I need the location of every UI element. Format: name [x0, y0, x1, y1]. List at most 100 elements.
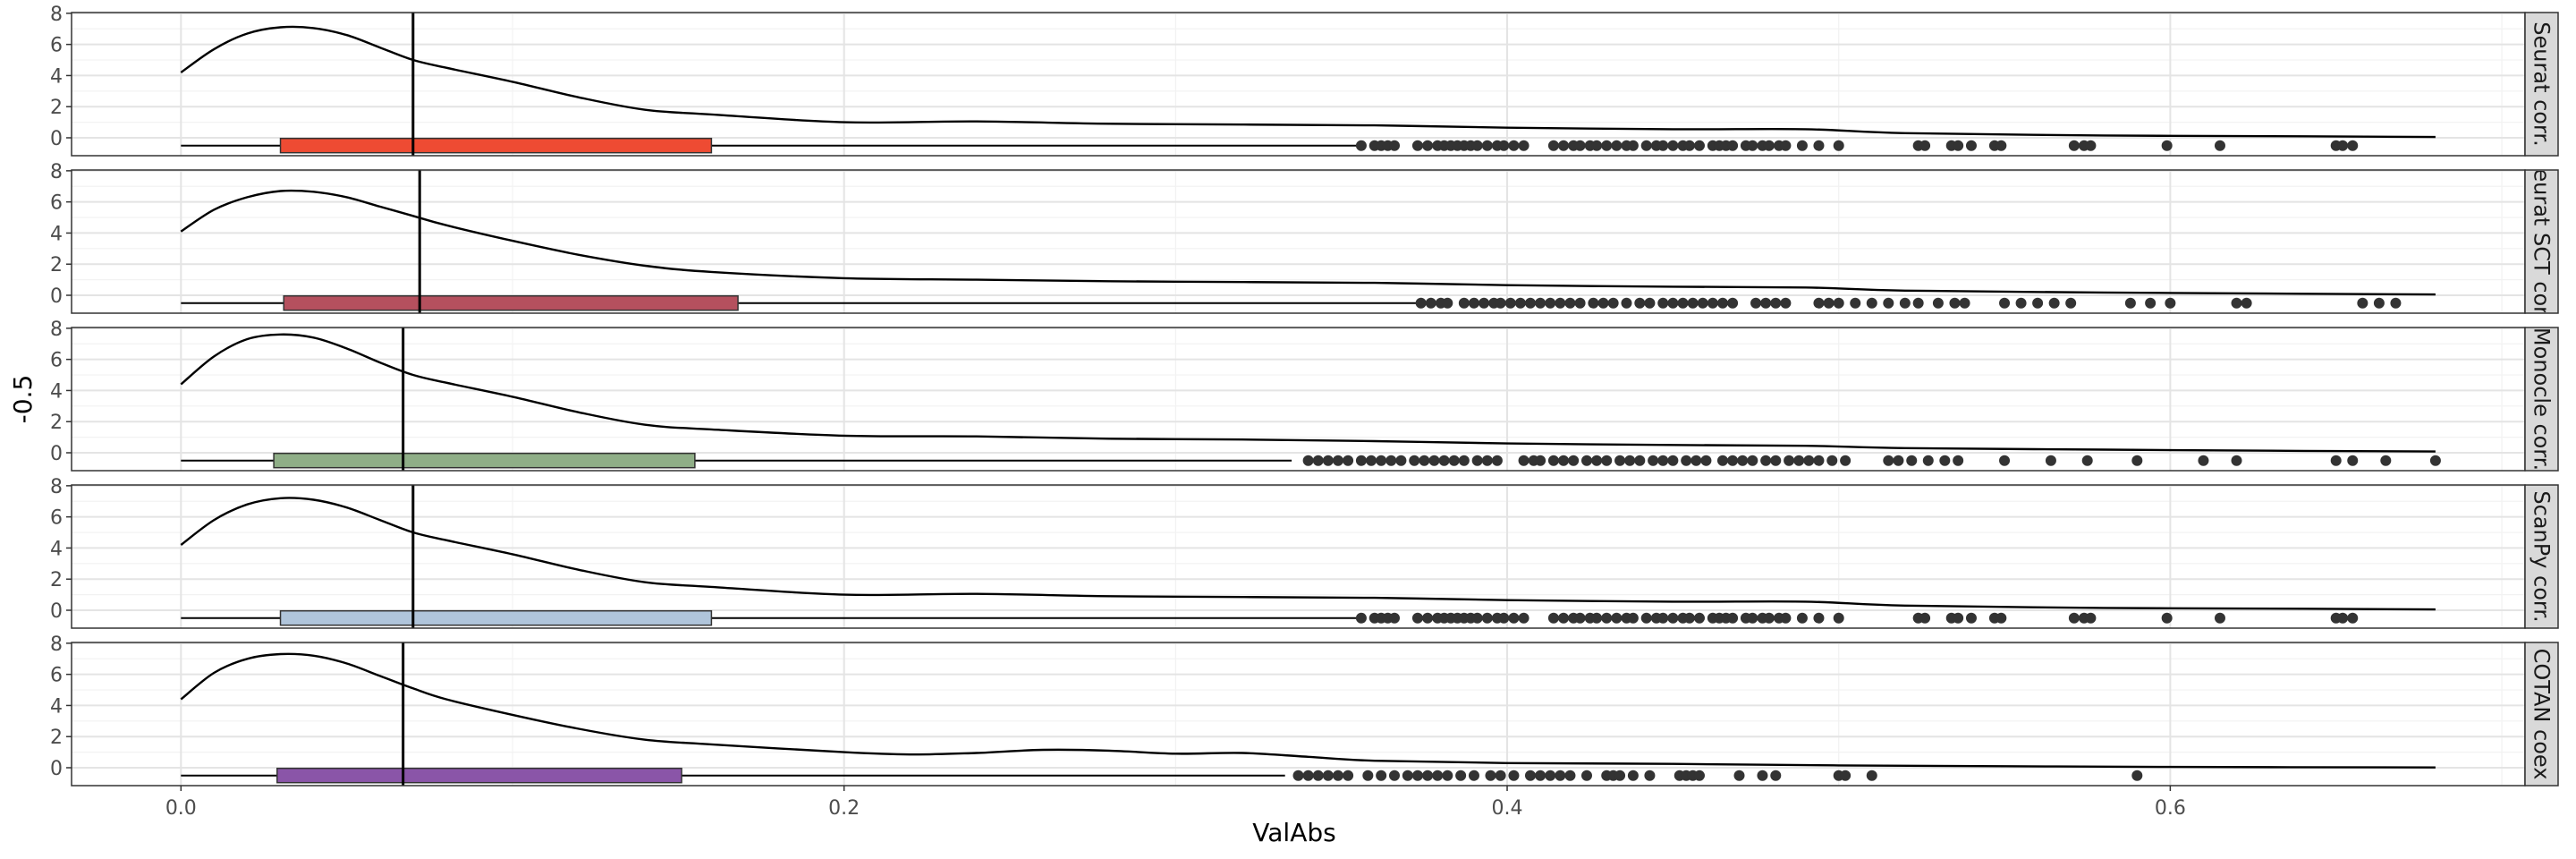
outlier-point: [1312, 770, 1324, 781]
outlier-point: [1707, 297, 1718, 309]
outlier-point: [1425, 297, 1436, 309]
outlier-point: [1694, 770, 1706, 781]
outlier-point: [1614, 770, 1626, 781]
outlier-point: [2015, 297, 2027, 309]
outlier-point: [1518, 455, 1530, 466]
facet-panel: 0 2 4 6 8 Monocle corr.: [50, 319, 2559, 472]
outlier-point: [1545, 297, 1556, 309]
outlier-point: [1939, 455, 1951, 466]
strip-label-clip: ScanPy corr.: [2529, 490, 2555, 622]
facet-strip: COTAN coex: [2524, 642, 2559, 787]
outlier-point: [1448, 455, 1460, 466]
y-tick-label: 6: [50, 507, 63, 530]
outlier-point: [1883, 455, 1894, 466]
outlier-point: [1850, 297, 1861, 309]
outlier-point: [1343, 455, 1354, 466]
outlier-point: [1683, 612, 1695, 624]
outlier-point: [1634, 297, 1646, 309]
panel-background: [72, 327, 2525, 471]
outlier-point: [1591, 455, 1603, 466]
outlier-point: [1899, 297, 1911, 309]
outlier-point: [2337, 612, 2349, 624]
outlier-point: [2241, 297, 2252, 309]
facet-panel: 0 2 4 6 8 ScanPy corr.: [50, 476, 2559, 629]
outlier-point: [1471, 455, 1483, 466]
outlier-point: [1893, 455, 1904, 466]
density-curve: [180, 25, 2436, 139]
x-axis: 0.0 0.2 0.4 0.6: [165, 786, 2186, 820]
outlier-point: [1545, 770, 1556, 781]
outlier-point: [1999, 297, 2011, 309]
facet-strip: Seurat SCT corr.: [2524, 169, 2559, 314]
outlier-point: [1627, 770, 1639, 781]
outlier-point: [1750, 297, 1762, 309]
outlier-point: [2337, 140, 2349, 151]
outlier-point: [1332, 770, 1343, 781]
outlier-point: [1574, 297, 1586, 309]
facet-panel: 0 2 4 6 8 Seurat corr.: [50, 4, 2559, 157]
outlier-point: [1355, 455, 1367, 466]
outlier-point: [1332, 455, 1343, 466]
outlier-point: [1677, 297, 1689, 309]
y-tick-label: 6: [50, 665, 63, 687]
outlier-point: [1953, 140, 1964, 151]
outlier-point: [1667, 455, 1679, 466]
strip-label-clip: Monocle corr.: [2529, 328, 2555, 470]
outlier-point: [1747, 612, 1758, 624]
x-tick-label: 0.2: [828, 797, 860, 820]
outlier-point: [2085, 612, 2097, 624]
strip-background: [2524, 642, 2559, 787]
outlier-point: [1481, 612, 1493, 624]
outlier-point: [1784, 455, 1795, 466]
outlier-point: [1607, 297, 1619, 309]
outlier-point: [2032, 297, 2044, 309]
box-iqr: [273, 452, 696, 469]
outlier-point: [1428, 455, 1440, 466]
outlier-point: [1813, 297, 1825, 309]
y-tick-label: 6: [50, 350, 63, 372]
outlier-point: [1422, 770, 1434, 781]
outlier-point: [1833, 612, 1844, 624]
outlier-point: [1388, 770, 1400, 781]
outlier-point: [1793, 455, 1805, 466]
outlier-point: [1727, 455, 1739, 466]
outlier-point: [1376, 455, 1387, 466]
outlier-point: [2165, 297, 2176, 309]
strip-background: [2524, 12, 2559, 157]
outlier-point: [1763, 140, 1775, 151]
outlier-point: [2231, 297, 2242, 309]
y-tick-label: 0: [50, 128, 63, 150]
outlier-point: [1491, 455, 1503, 466]
outlier-point: [2085, 140, 2097, 151]
box-iqr: [279, 137, 713, 154]
outlier-point: [1683, 140, 1695, 151]
outlier-point: [1432, 770, 1444, 781]
outlier-point: [1458, 455, 1470, 466]
outlier-point: [1524, 297, 1536, 309]
y-tick-label: 6: [50, 192, 63, 215]
outlier-point: [1840, 770, 1852, 781]
outlier-point: [1362, 770, 1374, 781]
facet-strip: Seurat corr.: [2524, 12, 2559, 157]
y-tick-label: 8: [50, 319, 63, 341]
facet-panel: 0 2 4 6 8 Seurat SCT corr.: [50, 161, 2559, 314]
outlier-point: [1727, 140, 1739, 151]
outlier-point: [1402, 770, 1413, 781]
outlier-point: [1996, 140, 2007, 151]
outlier-point: [1657, 612, 1669, 624]
outlier-point: [1395, 455, 1407, 466]
outlier-point: [2161, 612, 2173, 624]
outlier-point: [1442, 297, 1453, 309]
outlier-point: [1471, 140, 1483, 151]
facet-strip: ScanPy corr.: [2524, 484, 2559, 629]
panel-background: [72, 642, 2525, 786]
outlier-point: [1535, 455, 1546, 466]
outlier-point: [2330, 455, 2342, 466]
outlier-point: [1479, 297, 1490, 309]
strip-label: ScanPy corr.: [2529, 490, 2555, 622]
outlier-point: [1564, 297, 1576, 309]
outlier-point: [1508, 140, 1520, 151]
y-tick-label: 4: [50, 380, 63, 403]
y-tick-label: 2: [50, 97, 63, 119]
outlier-point: [1518, 612, 1530, 624]
